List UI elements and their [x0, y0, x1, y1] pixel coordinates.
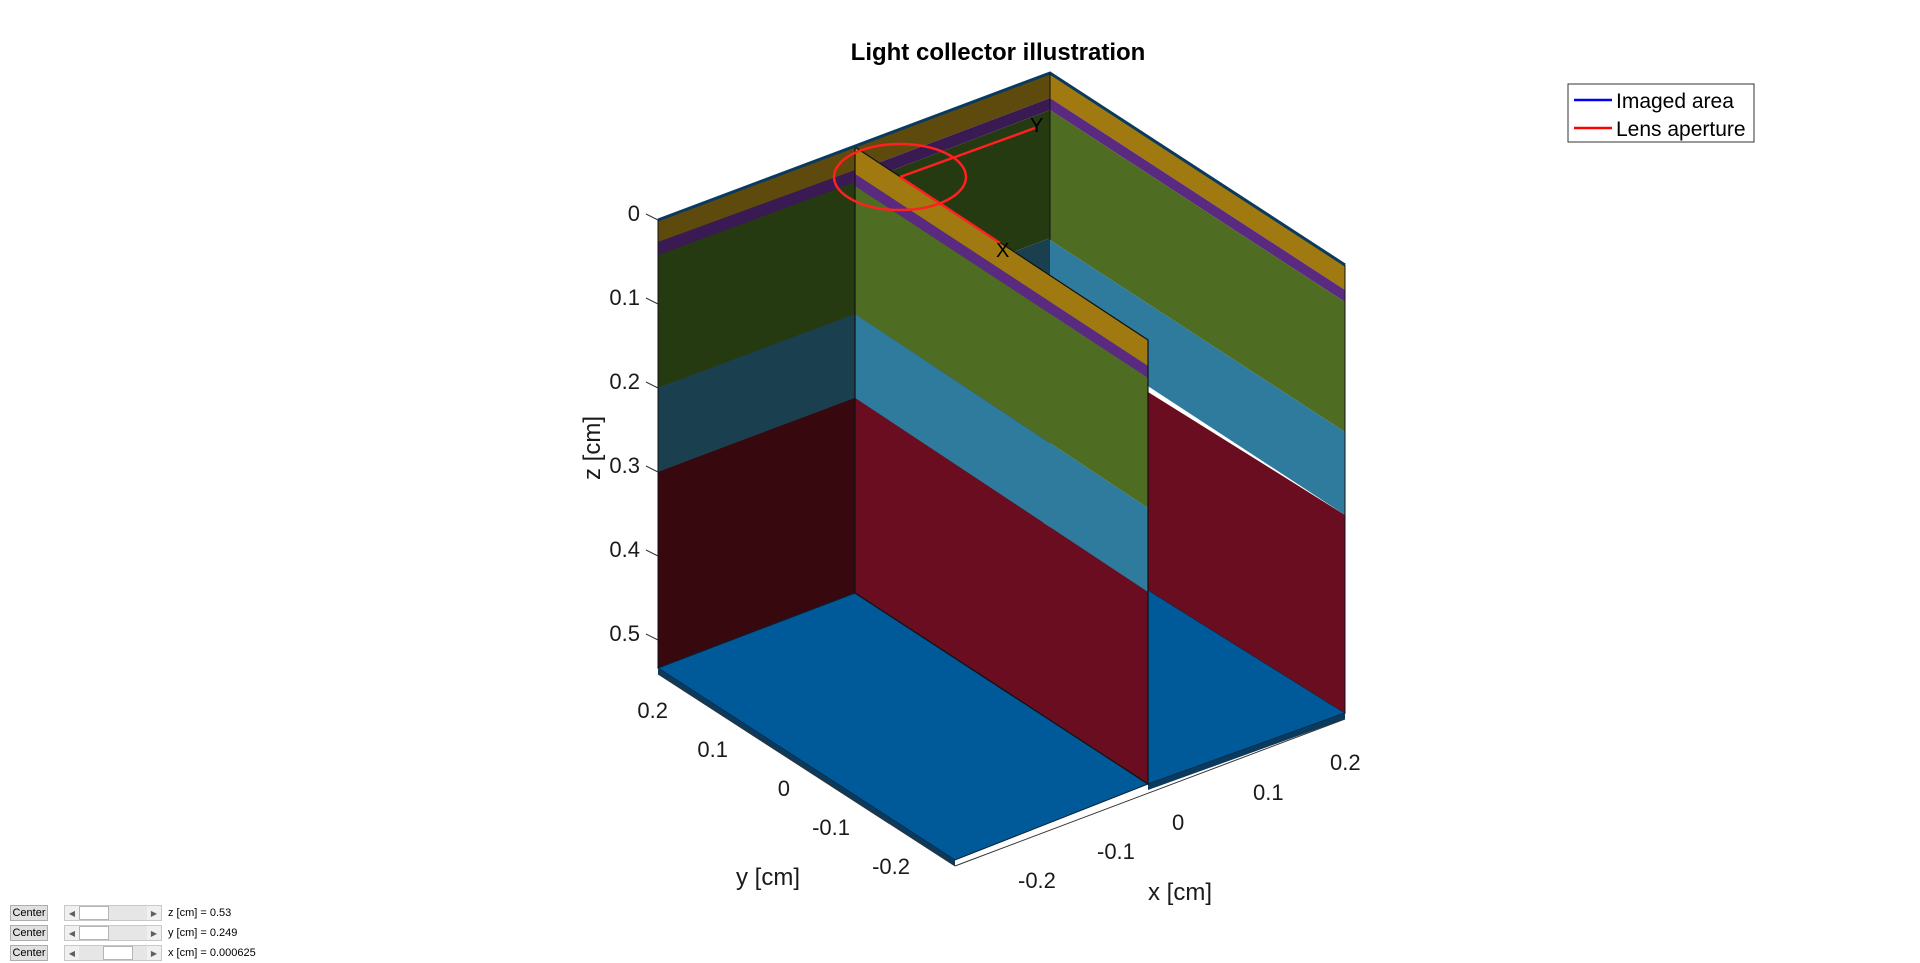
x-tick-label: 0 [1172, 810, 1184, 835]
floor-edge [658, 668, 955, 866]
y-axis: 0.2 0.1 0 -0.1 -0.2 y [cm] [637, 673, 956, 891]
z-tick-label: 0.4 [609, 537, 640, 562]
y-value-label: y [cm] = 0.249 [168, 927, 238, 939]
y-tick-label: 0 [778, 776, 790, 801]
z-tick [645, 213, 659, 221]
x-slider-track[interactable] [79, 946, 147, 960]
z-center-button[interactable]: Center [10, 905, 48, 921]
lens-axis-x [899, 175, 1001, 245]
x-axis: -0.2 -0.1 0 0.1 0.2 x [cm] [954, 718, 1361, 906]
z-tick-label: 0.3 [609, 453, 640, 478]
x-slider-thumb[interactable] [103, 946, 133, 960]
y-slider[interactable]: ◀ ▶ [64, 925, 162, 941]
marker-y-label: Y [1030, 115, 1043, 137]
x-tick-label: 0.1 [1253, 780, 1284, 805]
slice-top-layer [855, 147, 1148, 366]
right-wall-green [1050, 110, 1345, 432]
legend-box [1567, 83, 1755, 143]
y-slider-thumb[interactable] [79, 926, 109, 940]
z-slider-track[interactable] [79, 906, 147, 920]
right-wall-purple [1050, 98, 1345, 302]
y-slider-track[interactable] [79, 926, 147, 940]
slice-red-layer [855, 398, 1148, 784]
z-tick-label: 0.5 [609, 621, 640, 646]
z-value-label: z [cm] = 0.53 [168, 907, 232, 919]
z-tick [645, 549, 659, 557]
z-slider[interactable]: ◀ ▶ [64, 905, 162, 921]
z-slider-left-arrow-icon[interactable]: ◀ [65, 906, 79, 920]
y-tick-label: 0.1 [697, 737, 728, 762]
z-tick-label: 0.2 [609, 369, 640, 394]
right-wall-top [1050, 73, 1345, 290]
z-tick [645, 633, 659, 641]
x-control-row: Center ◀ ▶ x [cm] = 0.000625 [10, 944, 256, 962]
slice-purple-layer [855, 174, 1148, 378]
y-tick-label: 0.2 [637, 698, 668, 723]
y-center-button[interactable]: Center [10, 925, 48, 941]
left-side-purple [658, 170, 855, 255]
x-center-button[interactable]: Center [10, 945, 48, 961]
y-axis-line [657, 673, 956, 867]
z-tick-label: 0.1 [609, 285, 640, 310]
z-slider-thumb[interactable] [79, 906, 109, 920]
x-slider[interactable]: ◀ ▶ [64, 945, 162, 961]
lens-aperture-ellipse [832, 142, 968, 212]
z-tick-label: 0 [628, 201, 640, 226]
left-side-strip-top [658, 147, 855, 246]
x-value-label: x [cm] = 0.000625 [168, 947, 256, 959]
slice-blue-layer [855, 314, 1148, 592]
x-slider-right-arrow-icon[interactable]: ▶ [147, 946, 161, 960]
volume-illustration: Y X [656, 71, 1347, 866]
x-axis-label: x [cm] [1148, 879, 1212, 906]
z-slider-right-arrow-icon[interactable]: ▶ [147, 906, 161, 920]
y-tick-label: -0.2 [872, 854, 910, 879]
legend-label-lens-aperture: Lens aperture [1616, 118, 1746, 141]
y-axis-label: y [cm] [736, 864, 800, 891]
x-tick-label: 0.2 [1330, 750, 1361, 775]
z-axis: 0 0.1 0.2 0.3 0.4 0.5 z [cm] [579, 201, 659, 646]
legend: Imaged area Lens aperture [1567, 83, 1755, 143]
right-wall-blue [1050, 240, 1345, 515]
left-side-green [658, 182, 855, 388]
z-tick [645, 465, 659, 473]
y-control-row: Center ◀ ▶ y [cm] = 0.249 [10, 924, 237, 942]
z-tick [645, 381, 659, 389]
slice-green-layer [855, 186, 1148, 508]
x-axis-line [954, 718, 1346, 867]
x-slider-left-arrow-icon[interactable]: ◀ [65, 946, 79, 960]
y-slider-right-arrow-icon[interactable]: ▶ [147, 926, 161, 940]
y-tick-label: -0.1 [812, 815, 850, 840]
plot-title: Light collector illustration [851, 39, 1146, 66]
right-wall-red [1148, 392, 1345, 713]
x-tick-label: -0.1 [1097, 839, 1135, 864]
lens-axis-y [899, 126, 1036, 179]
legend-label-imaged-area: Imaged area [1616, 90, 1734, 113]
left-side-red [658, 398, 855, 668]
z-tick [645, 297, 659, 305]
left-side-blue [658, 314, 855, 472]
slice-outline [854, 146, 1149, 786]
y-slider-left-arrow-icon[interactable]: ◀ [65, 926, 79, 940]
floor-right-edge [1148, 713, 1345, 790]
marker-x-label: X [996, 240, 1009, 262]
z-axis-label: z [cm] [579, 416, 606, 480]
x-tick-label: -0.2 [1018, 868, 1056, 893]
z-control-row: Center ◀ ▶ z [cm] = 0.53 [10, 904, 231, 922]
